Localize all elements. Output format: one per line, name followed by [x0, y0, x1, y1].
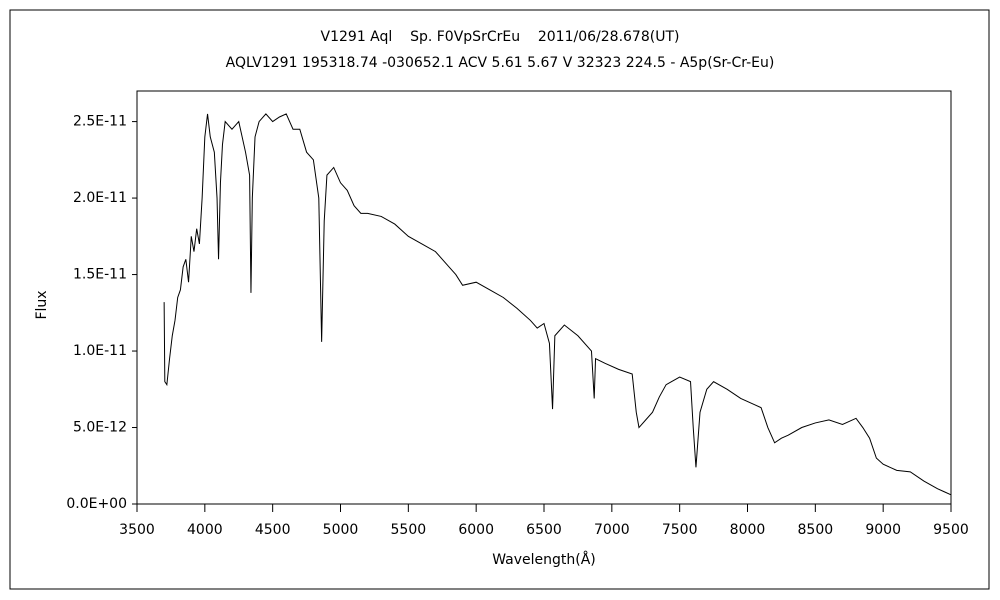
y-tick-label: 2.0E-11	[73, 190, 127, 206]
x-tick-label: 9500	[933, 522, 969, 538]
y-tick-label: 1.5E-11	[73, 267, 127, 283]
chart-subtitle: AQLV1291 195318.74 -030652.1 ACV 5.61 5.…	[226, 55, 775, 71]
y-tick-label: 1.0E-11	[73, 343, 127, 359]
x-tick-label: 6500	[526, 522, 562, 538]
x-tick-label: 5500	[391, 522, 427, 538]
x-tick-label: 8500	[798, 522, 834, 538]
x-tick-label: 6000	[458, 522, 494, 538]
x-tick-label: 5000	[323, 522, 359, 538]
x-axis-label: Wavelength(Å)	[492, 551, 596, 568]
x-tick-label: 8000	[730, 522, 766, 538]
x-tick-label: 3500	[119, 522, 155, 538]
y-tick-label: 2.5E-11	[73, 114, 127, 130]
y-axis-label: Flux	[34, 290, 50, 319]
x-tick-label: 4000	[187, 522, 223, 538]
y-tick-label: 0.0E+00	[66, 496, 127, 512]
x-tick-label: 7000	[594, 522, 630, 538]
y-tick-label: 5.0E-12	[73, 420, 127, 436]
x-tick-label: 7500	[662, 522, 698, 538]
x-tick-label: 4500	[255, 522, 291, 538]
spectrum-line	[163, 113, 952, 496]
outer-frame	[9, 9, 990, 590]
chart-title: V1291 Aql Sp. F0VpSrCrEu 2011/06/28.678(…	[321, 29, 680, 45]
x-tick-label: 9000	[865, 522, 901, 538]
